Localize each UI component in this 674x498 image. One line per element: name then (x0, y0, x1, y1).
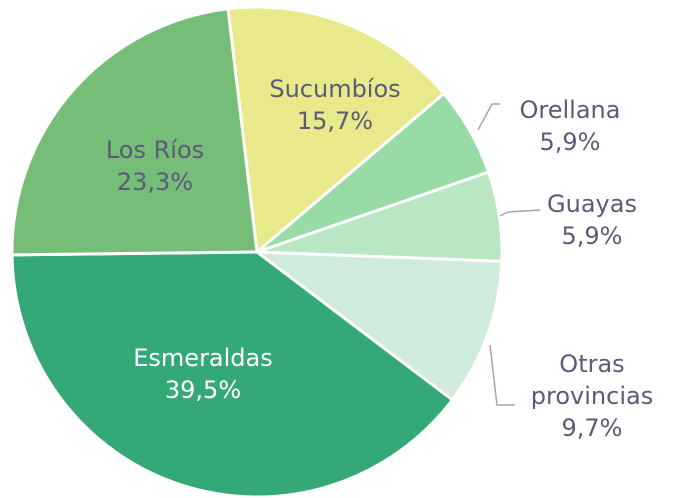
slice-label: Guayas 5,9% (547, 188, 637, 252)
value-label: 5,9% (539, 128, 601, 156)
pie-slice (226, 5, 447, 255)
slice-label: Los Ríos 23,3% (106, 134, 204, 198)
category-label: Esmeraldas (133, 344, 273, 372)
slice-label: Orellana 5,9% (520, 94, 621, 158)
category-label: Los Ríos (105, 136, 205, 164)
leader-line (477, 103, 500, 131)
leader-line (489, 344, 515, 406)
slice-label: Otras provincias 9,7% (512, 348, 672, 444)
value-label: 9,7% (561, 414, 623, 442)
category-label: Otras provincias (530, 350, 654, 410)
value-label: 23,3% (116, 168, 194, 196)
category-label: Sucumbíos (269, 75, 401, 103)
pie-slice (10, 7, 259, 257)
slice-label: Sucumbíos 15,7% (269, 73, 400, 137)
category-label: Orellana (519, 96, 621, 124)
slice-label: Esmeraldas 39,5% (133, 342, 273, 406)
pie-slice (252, 250, 504, 402)
leader-line (499, 209, 541, 217)
value-label: 5,9% (561, 222, 623, 250)
value-label: 15,7% (296, 107, 374, 135)
value-label: 39,5% (164, 376, 242, 404)
pie-slice (10, 250, 455, 498)
category-label: Guayas (547, 190, 637, 218)
